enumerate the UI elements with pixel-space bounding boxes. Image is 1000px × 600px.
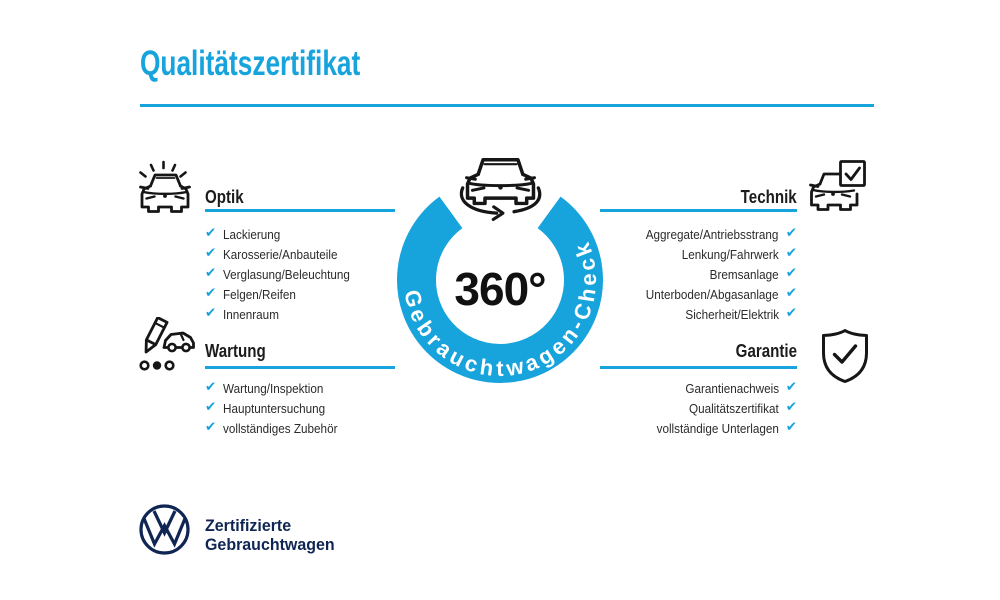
- rotating-car-icon: [459, 158, 542, 221]
- check-icon: ✔: [785, 399, 797, 416]
- list-item: Lenkung/Fahrwerk ✔: [681, 245, 797, 262]
- optik-checklist: ✔ Lackierung ✔ Karosserie/Anbauteile ✔ Verg…: [205, 224, 364, 324]
- brand-wordmark: Zertifizierte Gebrauchtwagen: [205, 516, 343, 554]
- section-title-technik: Technik: [740, 187, 797, 207]
- section-title-wartung: Wartung: [205, 341, 266, 361]
- ring-arc: [397, 196, 603, 383]
- wartung-underline: [205, 366, 395, 369]
- garantie-underline: [600, 366, 797, 369]
- list-item: Garantienachweis ✔: [685, 379, 797, 396]
- title-divider: [140, 104, 874, 107]
- 360-check-badge: Gebrauchtwagen-Check 360°: [397, 158, 603, 383]
- section-title-garantie: Garantie: [735, 341, 797, 361]
- list-item: ✔ Wartung/Inspektion: [205, 379, 324, 396]
- check-icon: ✔: [205, 419, 217, 436]
- check-icon: ✔: [785, 379, 797, 396]
- sparkling-car-icon: [139, 160, 191, 213]
- garantie-checklist: Garantienachweis ✔ Qualitätszertifikat ✔ v…: [643, 378, 797, 438]
- technik-underline: [600, 209, 797, 212]
- check-icon: ✔: [205, 305, 217, 322]
- section-title-optik: Optik: [205, 187, 244, 207]
- wartung-checklist: ✔ Wartung/Inspektion ✔ Hauptuntersuchung ✔…: [205, 378, 351, 438]
- shield-check-icon: [822, 329, 868, 383]
- pencil-car-icon: [139, 317, 195, 371]
- brand-line-1: Zertifizierte: [205, 516, 292, 535]
- check-icon: ✔: [785, 225, 797, 242]
- degree-value: 360°: [454, 263, 545, 315]
- list-item: ✔ Karosserie/Anbauteile: [205, 245, 338, 262]
- list-item: ✔ Verglasung/Beleuchtung: [205, 265, 351, 282]
- page-title: Qualitätszertifikat: [140, 44, 361, 83]
- check-icon: ✔: [785, 285, 797, 302]
- check-icon: ✔: [785, 245, 797, 262]
- list-item: Aggregate/Antriebsstrang ✔: [645, 225, 797, 242]
- list-item: Qualitätszertifikat ✔: [688, 399, 797, 416]
- list-item: ✔ Innenraum: [205, 305, 280, 322]
- check-icon: ✔: [205, 245, 217, 262]
- list-item: Sicherheit/Elektrik ✔: [685, 305, 797, 322]
- list-item: Unterboden/Abgasanlage ✔: [645, 285, 797, 302]
- optik-underline: [205, 209, 395, 212]
- list-item: Bremsanlage ✔: [709, 265, 797, 282]
- check-icon: ✔: [785, 305, 797, 322]
- check-icon: ✔: [785, 419, 797, 436]
- check-icon: ✔: [785, 265, 797, 282]
- check-icon: ✔: [205, 399, 217, 416]
- list-item: ✔ Felgen/Reifen: [205, 285, 297, 302]
- technik-checklist: Aggregate/Antriebsstrang ✔ Lenkung/Fahrwe…: [631, 224, 797, 324]
- list-item: ✔ Hauptuntersuchung: [205, 399, 326, 416]
- list-item: ✔ Lackierung: [205, 225, 281, 242]
- check-icon: ✔: [205, 225, 217, 242]
- vw-logo: [139, 504, 190, 555]
- list-item: vollständige Unterlagen ✔: [656, 419, 797, 436]
- list-item: ✔ vollständiges Zubehör: [205, 419, 338, 436]
- check-icon: ✔: [205, 265, 217, 282]
- car-checklist-icon: [809, 160, 866, 211]
- brand-line-2: Gebrauchtwagen: [205, 535, 335, 554]
- check-icon: ✔: [205, 379, 217, 396]
- check-icon: ✔: [205, 285, 217, 302]
